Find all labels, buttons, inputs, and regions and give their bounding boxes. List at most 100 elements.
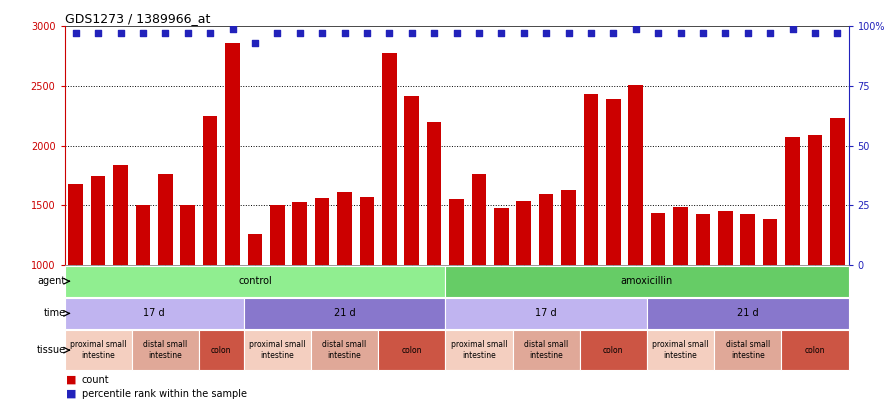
- Text: colon: colon: [211, 345, 231, 355]
- Point: [426, 30, 441, 37]
- Text: distal small
intestine: distal small intestine: [524, 341, 568, 360]
- Point: [271, 30, 285, 37]
- Point: [382, 30, 396, 37]
- Bar: [180, 205, 195, 265]
- Text: count: count: [82, 375, 109, 385]
- Point: [471, 30, 486, 37]
- Bar: [650, 213, 666, 265]
- Point: [673, 30, 687, 37]
- Point: [807, 30, 822, 37]
- Bar: [762, 219, 778, 265]
- Text: distal small
intestine: distal small intestine: [323, 341, 366, 360]
- Text: ■: ■: [66, 375, 76, 385]
- Point: [359, 30, 375, 37]
- Bar: [830, 118, 845, 265]
- Bar: [494, 208, 509, 265]
- Text: proximal small
intestine: proximal small intestine: [451, 341, 507, 360]
- Text: control: control: [238, 276, 271, 286]
- Text: time: time: [43, 308, 65, 318]
- Bar: [513, 330, 580, 370]
- Bar: [113, 165, 128, 265]
- Bar: [426, 122, 442, 265]
- Point: [158, 30, 172, 37]
- Point: [247, 40, 262, 46]
- Text: proximal small
intestine: proximal small intestine: [70, 341, 126, 360]
- Bar: [740, 214, 755, 265]
- Point: [292, 30, 306, 37]
- Text: 21 d: 21 d: [737, 308, 759, 318]
- Bar: [449, 200, 464, 265]
- Bar: [225, 43, 240, 265]
- Bar: [199, 330, 244, 370]
- Text: tissue: tissue: [36, 345, 65, 355]
- Bar: [580, 330, 647, 370]
- Bar: [628, 85, 643, 265]
- Bar: [270, 205, 285, 265]
- Bar: [538, 194, 554, 265]
- Bar: [404, 96, 419, 265]
- Bar: [807, 135, 823, 265]
- Bar: [132, 330, 199, 370]
- Point: [718, 30, 732, 37]
- Point: [494, 30, 508, 37]
- Bar: [158, 175, 173, 265]
- Bar: [378, 330, 445, 370]
- Point: [113, 30, 127, 37]
- Bar: [65, 330, 132, 370]
- Bar: [337, 192, 352, 265]
- Text: percentile rank within the sample: percentile rank within the sample: [82, 389, 246, 399]
- Bar: [292, 202, 307, 265]
- Bar: [718, 211, 733, 265]
- Bar: [781, 330, 849, 370]
- Bar: [382, 53, 397, 265]
- Point: [180, 30, 194, 37]
- Point: [650, 30, 665, 37]
- Bar: [445, 330, 513, 370]
- Bar: [445, 266, 849, 297]
- Point: [90, 30, 106, 37]
- Point: [202, 30, 217, 37]
- Point: [583, 30, 598, 37]
- Text: proximal small
intestine: proximal small intestine: [652, 341, 709, 360]
- Point: [740, 30, 754, 37]
- Point: [337, 30, 351, 37]
- Point: [606, 30, 620, 37]
- Bar: [714, 330, 781, 370]
- Bar: [135, 205, 151, 265]
- Text: 21 d: 21 d: [333, 308, 356, 318]
- Text: 17 d: 17 d: [143, 308, 165, 318]
- Bar: [561, 190, 576, 265]
- Bar: [90, 176, 106, 265]
- Text: amoxicillin: amoxicillin: [621, 276, 673, 286]
- Bar: [606, 99, 621, 265]
- Bar: [247, 234, 263, 265]
- Point: [314, 30, 329, 37]
- Point: [561, 30, 575, 37]
- Text: agent: agent: [37, 276, 65, 286]
- Bar: [65, 298, 244, 329]
- Text: colon: colon: [805, 345, 825, 355]
- Bar: [202, 116, 218, 265]
- Point: [762, 30, 777, 37]
- Text: ■: ■: [66, 389, 76, 399]
- Text: distal small
intestine: distal small intestine: [726, 341, 770, 360]
- Point: [695, 30, 710, 37]
- Bar: [359, 197, 375, 265]
- Bar: [471, 175, 487, 265]
- Text: colon: colon: [401, 345, 422, 355]
- Bar: [673, 207, 688, 265]
- Point: [69, 30, 82, 37]
- Point: [226, 26, 240, 32]
- Point: [785, 26, 799, 32]
- Text: 17 d: 17 d: [535, 308, 557, 318]
- Bar: [244, 298, 445, 329]
- Bar: [65, 266, 445, 297]
- Bar: [647, 298, 849, 329]
- Point: [135, 30, 150, 37]
- Bar: [583, 94, 599, 265]
- Text: proximal small
intestine: proximal small intestine: [249, 341, 306, 360]
- Text: GDS1273 / 1389966_at: GDS1273 / 1389966_at: [65, 12, 210, 25]
- Bar: [445, 298, 647, 329]
- Point: [628, 26, 642, 32]
- Point: [830, 30, 844, 37]
